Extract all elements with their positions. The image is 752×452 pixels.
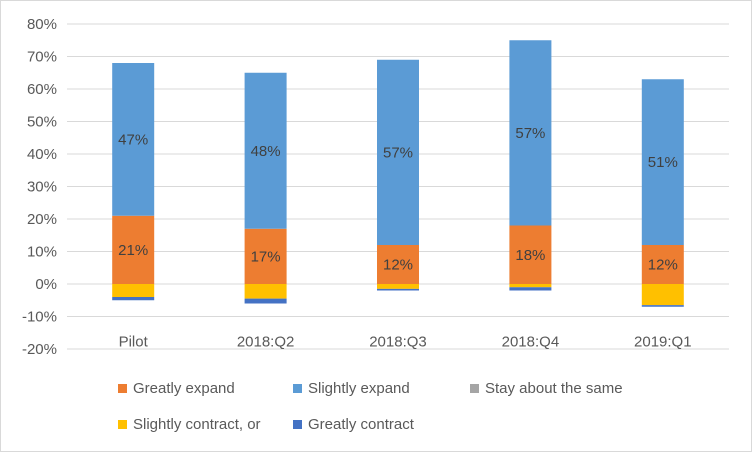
legend-swatch <box>293 384 302 393</box>
data-label-greatly-expand-2018-q3: 12% <box>383 257 413 274</box>
y-axis-tick-labels: -20% -10% 0% 10% 20% 30% 40% 50% 60% 70% 80% <box>22 16 57 358</box>
bar-slightly-contract-or-2018-q4 <box>509 284 552 288</box>
legend-item-slightly-expand: Slightly expand <box>293 380 410 397</box>
legend-swatch <box>118 384 127 393</box>
bar-slightly-contract-or-2019-q1 <box>641 284 684 306</box>
data-labels: 21% 47% 17% 48% 12% 57% 18% 57% 12% 51% <box>118 125 678 274</box>
legend-label: Slightly expand <box>308 380 410 397</box>
bar-greatly-contract-2018-q2 <box>244 298 287 304</box>
data-label-slightly-expand-2018-q4: 57% <box>515 125 545 142</box>
y-tick-label: -20% <box>22 341 57 358</box>
legend-item-greatly-expand: Greatly expand <box>118 380 235 397</box>
x-axis-tick-labels: Pilot 2018:Q2 2018:Q3 2018:Q4 2019:Q1 <box>119 334 692 351</box>
x-tick-label: Pilot <box>119 334 149 351</box>
y-tick-label: 30% <box>27 179 57 196</box>
bar-greatly-expand-pilot <box>112 215 155 284</box>
x-tick-label: 2018:Q3 <box>369 334 427 351</box>
legend-label: Greatly expand <box>133 380 235 397</box>
data-label-slightly-expand-2018-q3: 57% <box>383 144 413 161</box>
bar-greatly-expand-2019-q1 <box>641 245 684 284</box>
data-label-greatly-expand-2018-q2: 17% <box>251 248 281 265</box>
x-tick-label: 2019:Q1 <box>634 334 692 351</box>
data-label-greatly-expand-2018-q4: 18% <box>515 247 545 264</box>
bar-greatly-expand-2018-q2 <box>244 228 287 284</box>
bar-slightly-contract-or-2018-q3 <box>377 284 419 289</box>
data-label-slightly-expand-2019-q1: 51% <box>648 154 678 171</box>
data-label-greatly-expand-2019-q1: 12% <box>648 257 678 274</box>
y-tick-label: 40% <box>27 146 57 163</box>
bar-slightly-expand-2018-q4 <box>509 40 552 226</box>
bar-greatly-contract-pilot <box>112 297 155 301</box>
y-tick-label: -10% <box>22 309 57 326</box>
bar-slightly-contract-or-2018-q2 <box>244 284 287 299</box>
legend-label: Stay about the same <box>485 380 623 397</box>
bar-slightly-expand-2018-q3 <box>377 59 419 245</box>
bar-slightly-expand-pilot <box>112 63 155 216</box>
legend-swatch <box>293 420 302 429</box>
y-tick-label: 0% <box>35 276 57 293</box>
legend-item-stay-about-the-same: Stay about the same <box>470 380 623 397</box>
data-label-greatly-expand-pilot: 21% <box>118 242 148 259</box>
y-tick-label: 10% <box>27 244 57 261</box>
x-tick-label: 2018:Q4 <box>502 334 560 351</box>
legend-label: Greatly contract <box>308 416 415 433</box>
bar-greatly-expand-2018-q3 <box>377 245 419 284</box>
bar-greatly-contract-2019-q1 <box>641 305 684 307</box>
x-tick-label: 2018:Q2 <box>237 334 295 351</box>
legend: Greatly expand Slightly expand Stay about … <box>118 380 623 433</box>
legend-label: Slightly contract, or <box>133 416 261 433</box>
bar-greatly-expand-2018-q4 <box>509 225 552 284</box>
legend-swatch <box>470 384 479 393</box>
y-tick-label: 80% <box>27 16 57 33</box>
bar-slightly-expand-2018-q2 <box>244 72 287 229</box>
data-label-slightly-expand-2018-q2: 48% <box>251 143 281 160</box>
y-tick-label: 70% <box>27 49 57 66</box>
legend-swatch <box>118 420 127 429</box>
y-tick-label: 60% <box>27 81 57 98</box>
bar-slightly-contract-or-pilot <box>112 284 155 297</box>
bars <box>112 40 684 307</box>
y-tick-label: 20% <box>27 211 57 228</box>
bar-greatly-contract-2018-q3 <box>377 288 419 291</box>
data-label-slightly-expand-pilot: 47% <box>118 131 148 148</box>
y-tick-label: 50% <box>27 114 57 131</box>
bar-slightly-expand-2019-q1 <box>641 79 684 245</box>
legend-item-greatly-contract: Greatly contract <box>293 416 415 433</box>
legend-item-slightly-contract-or: Slightly contract, or <box>118 416 261 433</box>
bar-greatly-contract-2018-q4 <box>509 287 552 291</box>
